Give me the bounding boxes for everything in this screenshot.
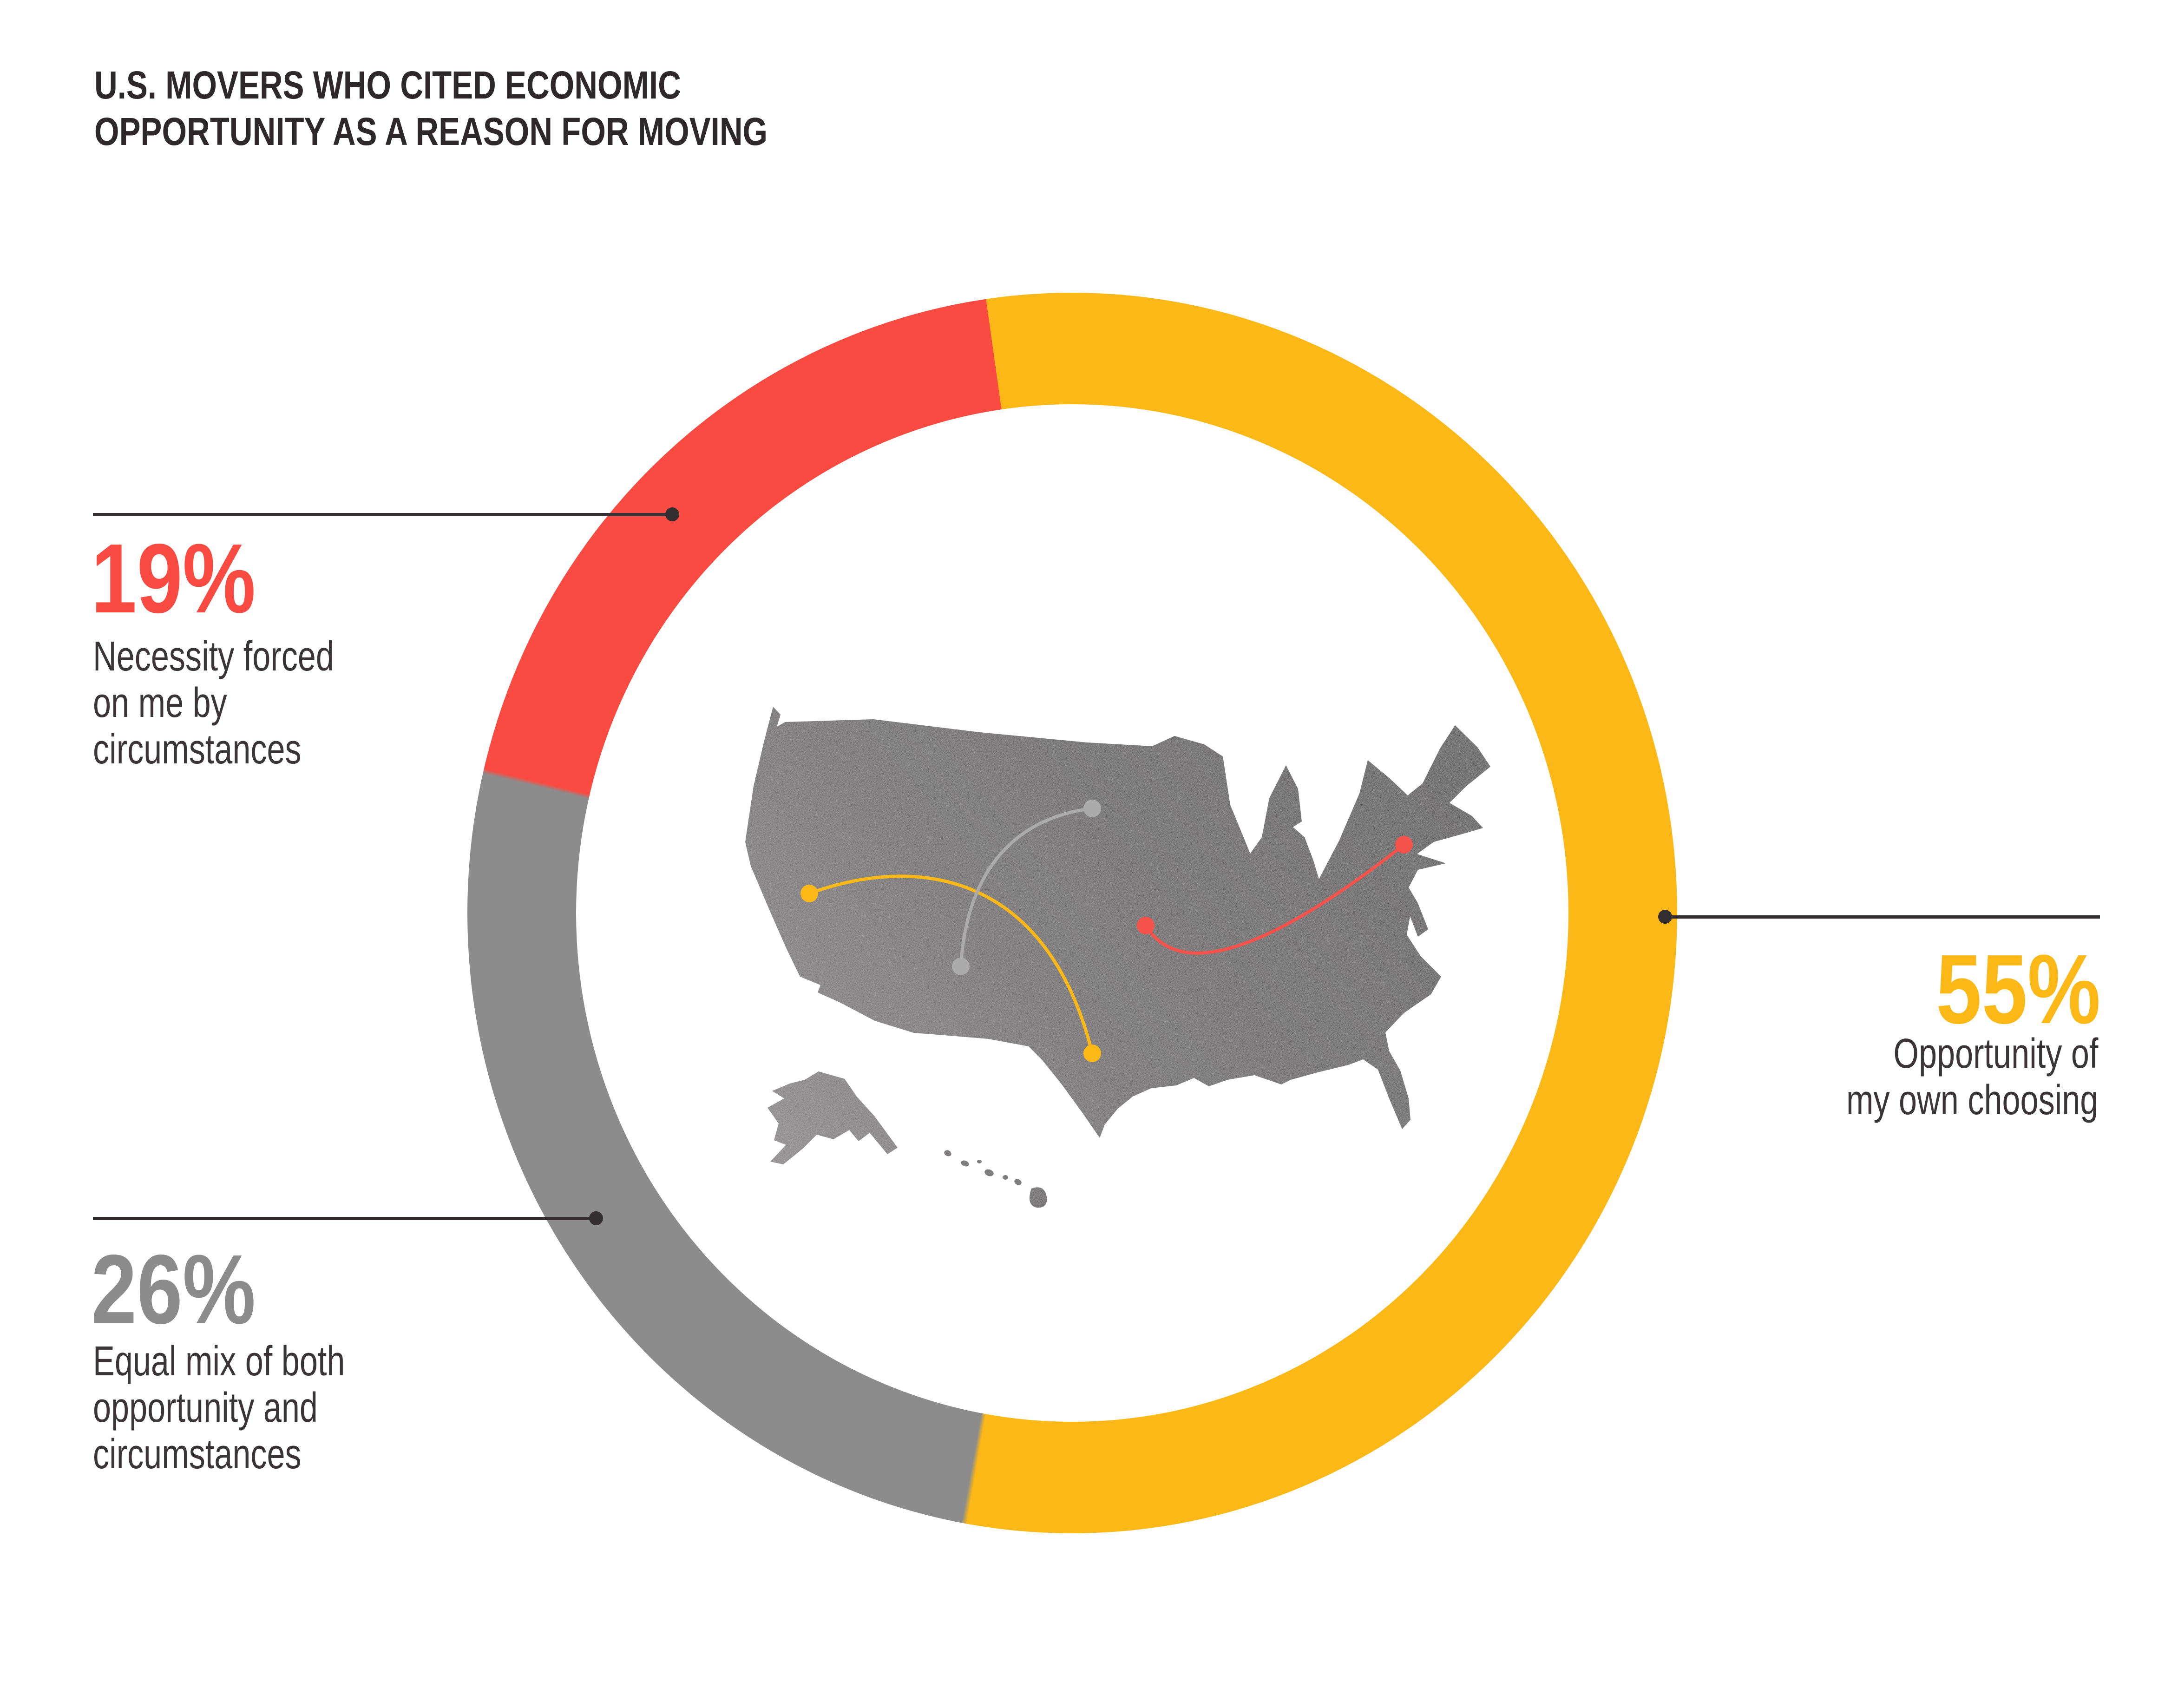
leader-line-equal-mix bbox=[93, 1211, 603, 1225]
migration-route-dots bbox=[800, 800, 1413, 1062]
page-title-line-2: OPPORTUNITY AS A REASON FOR MOVING bbox=[94, 110, 768, 153]
leader-line-necessity bbox=[93, 507, 679, 521]
route-gray-arc bbox=[959, 807, 1094, 968]
stat-value-opportunity: 55% bbox=[1935, 934, 2100, 1044]
page-title-line-1: U.S. MOVERS WHO CITED ECONOMIC bbox=[94, 63, 681, 107]
route-yellow-destination-dot bbox=[1083, 1045, 1101, 1062]
us-map-contiguous bbox=[745, 707, 1490, 1138]
stat-label-opportunity: Opportunity of my own choosing bbox=[1846, 1031, 2098, 1123]
route-yellow-origin-dot bbox=[800, 885, 818, 902]
migration-routes bbox=[807, 807, 1406, 1055]
route-red-arc bbox=[1144, 843, 1406, 955]
stat-label-equal-mix-line-2: opportunity and bbox=[93, 1385, 318, 1431]
stat-label-opportunity-line-2: my own choosing bbox=[1846, 1077, 2098, 1123]
leader-dot-opportunity bbox=[1658, 910, 1672, 924]
stat-label-equal-mix: Equal mix of both opportunity and circum… bbox=[93, 1338, 345, 1478]
route-gray-destination-dot bbox=[952, 958, 970, 975]
route-red-destination-dot bbox=[1395, 836, 1413, 854]
stat-label-necessity-line-2: on me by bbox=[93, 680, 227, 726]
us-map-hawaii bbox=[944, 1150, 1047, 1208]
stat-label-necessity: Necessity forced on me by circumstances bbox=[93, 633, 334, 773]
stat-label-necessity-line-1: Necessity forced bbox=[93, 633, 334, 680]
route-red-origin-dot bbox=[1137, 917, 1155, 934]
stat-value-equal-mix: 26% bbox=[91, 1234, 256, 1344]
page-title: U.S. MOVERS WHO CITED ECONOMIC OPPORTUNI… bbox=[94, 62, 932, 155]
stat-value-necessity: 19% bbox=[91, 523, 256, 633]
stat-label-opportunity-line-1: Opportunity of bbox=[1893, 1031, 2098, 1077]
stat-label-equal-mix-line-1: Equal mix of both bbox=[93, 1338, 345, 1385]
route-gray-origin-dot bbox=[1083, 800, 1101, 817]
stat-label-equal-mix-line-3: circumstances bbox=[93, 1431, 302, 1478]
leader-line-opportunity bbox=[1658, 910, 2100, 924]
leader-dot-equal-mix bbox=[589, 1211, 603, 1225]
us-map bbox=[745, 707, 1490, 1208]
leader-dot-necessity bbox=[665, 507, 679, 521]
route-yellow-arc bbox=[807, 874, 1094, 1055]
stat-label-necessity-line-3: circumstances bbox=[93, 726, 302, 773]
us-map-alaska bbox=[768, 1071, 898, 1164]
